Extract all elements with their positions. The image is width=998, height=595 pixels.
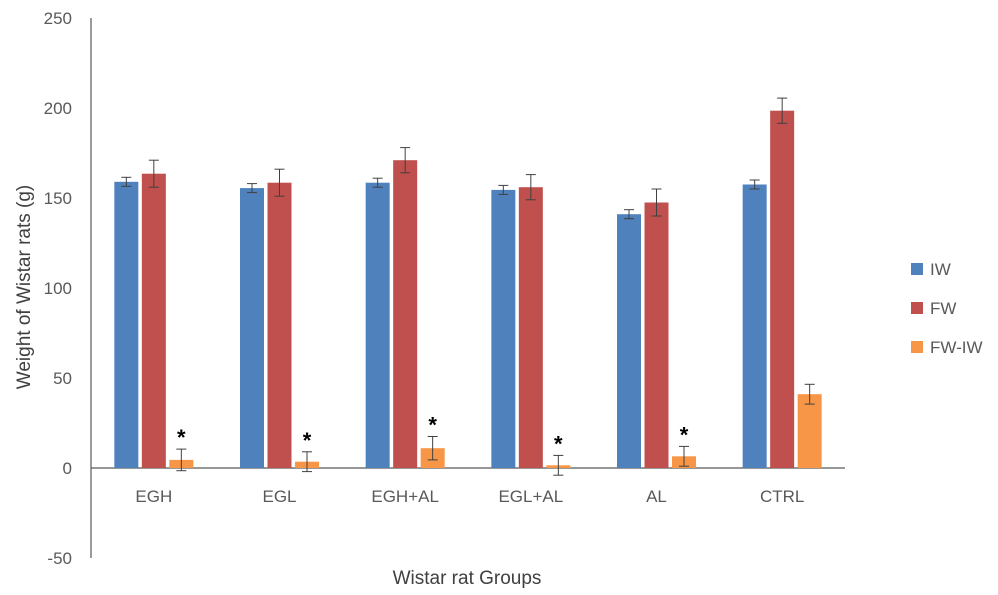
bars	[114, 110, 822, 469]
legend-label-fw: FW	[930, 299, 956, 318]
significance-star: *	[680, 422, 689, 447]
legend-swatch-fw-iw	[911, 341, 923, 353]
y-tick-label: -50	[47, 549, 72, 568]
significance-star: *	[303, 428, 312, 453]
x-axis-title: Wistar rat Groups	[393, 568, 542, 589]
y-tick-label: 50	[53, 369, 72, 388]
x-tick-label: EGL	[262, 487, 296, 506]
bar-iw-ctrl	[742, 184, 767, 468]
bar-iw-al	[617, 214, 641, 468]
legend-label-iw: IW	[930, 260, 951, 279]
bar-fw-al	[644, 202, 669, 468]
bar-fw-ctrl	[770, 110, 795, 468]
legend: IW FW FW-IW	[911, 260, 983, 357]
bar-fw-iw-ctrl	[797, 394, 822, 468]
x-tick-label: EGL+AL	[498, 487, 563, 506]
axes	[90, 18, 845, 558]
significance-markers: * * * * *	[177, 413, 689, 457]
bar-iw-egh+al	[365, 182, 390, 468]
y-tick-label: 100	[44, 279, 72, 298]
y-tick-labels: 250 200 150 100 50 0 -50	[44, 9, 72, 568]
x-tick-label: EGH	[135, 487, 172, 506]
bar-iw-egl	[240, 188, 264, 468]
x-tick-labels: EGH EGL EGH+AL EGL+AL AL CTRL	[135, 487, 804, 506]
bar-iw-egl+al	[491, 189, 516, 468]
legend-label-fw-iw: FW-IW	[930, 338, 983, 357]
bar-fw-egl	[267, 182, 292, 468]
x-tick-label: EGH+AL	[371, 487, 439, 506]
legend-swatch-iw	[911, 263, 923, 275]
significance-star: *	[554, 431, 563, 456]
y-tick-label: 250	[44, 9, 72, 28]
x-tick-label: AL	[646, 487, 667, 506]
bar-fw-egh+al	[393, 160, 418, 468]
y-tick-label: 150	[44, 189, 72, 208]
y-tick-label: 0	[63, 459, 72, 478]
x-tick-label: CTRL	[760, 487, 804, 506]
significance-star: *	[177, 425, 186, 450]
bar-iw-egh	[114, 181, 139, 469]
bar-fw-egl+al	[518, 187, 543, 468]
legend-swatch-fw	[911, 302, 923, 314]
y-tick-label: 200	[44, 99, 72, 118]
error-bars	[121, 97, 815, 476]
bar-fw-egh	[141, 173, 166, 468]
significance-star: *	[428, 413, 437, 438]
y-axis-title: Weight of Wistar rats (g)	[14, 185, 35, 389]
